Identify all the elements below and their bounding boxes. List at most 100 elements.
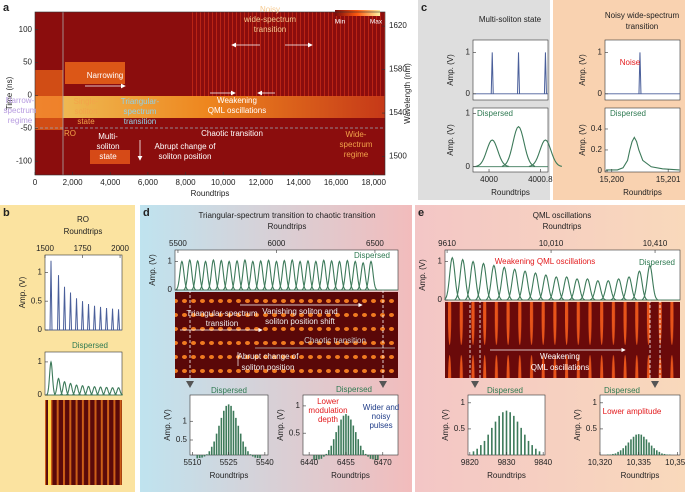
annotation: Chaotic transition [304, 336, 366, 345]
panel-title: Noisy wide-spectrum [605, 11, 680, 20]
pulse [93, 305, 97, 331]
x-tick-label: 2000 [111, 244, 129, 253]
pulse [364, 260, 378, 291]
annotation: Dispersed [477, 109, 513, 118]
y2-tick-label: 1500 [389, 152, 407, 161]
panel-letter: d [143, 207, 150, 219]
annotation: Multi- [98, 132, 118, 141]
panel-letter: c [421, 2, 427, 14]
y-tick-label: 1 [466, 48, 471, 57]
annotation: Dispersed [604, 386, 640, 395]
x-axis-label: Roundtrips [621, 471, 660, 480]
panel-title: RO [77, 215, 89, 224]
annotation: Lower [317, 397, 339, 406]
pulse [641, 264, 658, 301]
pulse [490, 52, 494, 94]
x-tick-label: 10,320 [588, 458, 613, 467]
annotation: Dispersed [487, 386, 523, 395]
y-tick-label: 0.5 [31, 296, 43, 305]
x-tick-label: 5500 [169, 239, 187, 248]
x-tick-label: 10,000 [211, 178, 236, 187]
colorbar-label: Min [335, 19, 346, 26]
x-tick-label: 16,000 [324, 178, 349, 187]
y-tick-label: 0.5 [176, 435, 188, 444]
pulse [81, 301, 85, 331]
x-tick-label: 6470 [374, 458, 392, 467]
annotation: soliton [96, 142, 119, 151]
x-tick-label: 4000 [480, 175, 498, 184]
y-axis-label: Amp. (V) [578, 124, 587, 156]
panel-title: transition [626, 22, 658, 31]
annotation: noisy [372, 412, 391, 421]
y-tick-label: 1 [598, 48, 603, 57]
x-axis-label: Roundtrips [191, 189, 230, 198]
x-tick-label: 4,000 [100, 178, 121, 187]
x-tick-label: 6455 [337, 458, 355, 467]
annotation: pulses [369, 421, 392, 430]
panel-title: Multi-soliton state [479, 15, 542, 24]
x-axis-label: Roundtrips [268, 222, 307, 231]
x-tick-label: 5510 [184, 458, 202, 467]
x-axis-label: Roundtrips [64, 227, 103, 236]
annotation: Triangular-spectrum [186, 309, 258, 318]
y2-tick-label: 1580 [389, 65, 407, 74]
y-axis-label: Amp. (V) [163, 409, 172, 441]
annotation: Narrow- [6, 96, 35, 105]
annotation: transition [254, 25, 286, 34]
x-tick-label: 4000.8 [528, 175, 553, 184]
x-tick-label: 0 [33, 178, 38, 187]
annotation: Weakening [217, 96, 257, 105]
x-tick-label: 10,010 [539, 239, 564, 248]
x-tick-label: 14,000 [286, 178, 311, 187]
y-tick-label: 100 [19, 25, 33, 34]
annotation: Dispersed [610, 109, 646, 118]
annotation: QML oscillations [531, 363, 589, 372]
y-tick-label: 0 [598, 89, 603, 98]
annotation: soliton position [159, 152, 212, 161]
pulse [105, 308, 109, 331]
annotation: Narrowing [87, 71, 123, 80]
annotation: soliton [74, 107, 97, 116]
pulse [87, 304, 91, 331]
pulse [543, 52, 547, 94]
x-tick-label: 6,000 [138, 178, 159, 187]
annotation: Dispersed [211, 386, 247, 395]
annotation: regime [8, 116, 33, 125]
plot-area [604, 39, 681, 101]
annotation: depth [318, 415, 338, 424]
annotation: state [77, 117, 95, 126]
panel-letter: b [3, 207, 10, 219]
x-tick-label: 10,410 [643, 239, 668, 248]
y-tick-label: 1 [168, 257, 173, 266]
annotation: Wider and [363, 403, 399, 412]
y-tick-label: 0 [438, 295, 443, 304]
y-axis-label: Time (ns) [5, 76, 14, 110]
x-tick-label: 9840 [534, 458, 552, 467]
x-axis-label: Roundtrips [491, 188, 530, 197]
panel-letter: e [418, 207, 424, 219]
annotation: Vanishing soliton and [262, 307, 337, 316]
y-tick-label: 0 [38, 390, 43, 399]
x-tick-label: 12,000 [249, 178, 274, 187]
heatmap-b [45, 400, 122, 485]
x-tick-label: 5540 [256, 458, 274, 467]
plot-area [599, 394, 681, 456]
y-tick-label: 1 [593, 398, 598, 407]
y-axis-label: Amp. (V) [18, 276, 27, 308]
pulse [528, 139, 563, 167]
annotation: RO [64, 129, 76, 138]
panel-title: QML oscillations [533, 211, 591, 220]
pulse [46, 360, 56, 396]
annotation: Weakening [540, 352, 580, 361]
pulse [99, 306, 103, 331]
panel-letter: a [3, 2, 10, 14]
x-tick-label: 5525 [220, 458, 238, 467]
annotation: Dispersed [639, 258, 675, 267]
annotation: Noise [620, 58, 641, 67]
y-axis-label: Amp. (V) [418, 259, 427, 291]
annotation: spectrum [340, 140, 373, 149]
x-axis-label: Roundtrips [487, 471, 526, 480]
y-tick-label: -50 [20, 123, 32, 132]
panel-title: Triangular-spectrum transition to chaoti… [198, 211, 375, 220]
